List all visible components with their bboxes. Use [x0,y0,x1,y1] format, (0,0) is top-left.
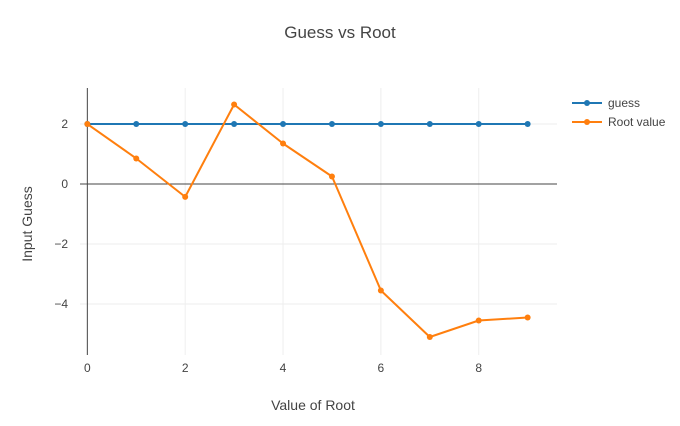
x-axis-title: Value of Root [271,397,355,413]
legend-swatch-marker [584,100,590,106]
y-tick-label: −2 [54,237,68,251]
data-point[interactable] [182,193,189,200]
data-point[interactable] [524,121,531,127]
data-point[interactable] [231,121,238,127]
x-tick-label: 2 [182,361,189,375]
plot-area [84,101,531,341]
series-0[interactable] [84,121,531,127]
x-tick-label: 8 [475,361,482,375]
y-tick-label: 2 [61,117,68,131]
y-axis-title: Input Guess [19,186,35,262]
legend-swatch-marker [584,119,590,125]
chart-title: Guess vs Root [284,23,396,42]
data-point[interactable] [524,314,531,321]
y-axis-ticks: −4 −2 0 2 [54,117,68,311]
legend-label: guess [608,96,640,110]
series-line[interactable] [86,103,528,338]
y-tick-label: −4 [54,297,68,311]
x-axis-ticks: 0 2 4 6 8 [84,361,482,375]
data-point[interactable] [133,155,140,162]
x-tick-label: 4 [280,361,287,375]
x-tick-label: 0 [84,361,91,375]
axes [80,88,557,355]
data-point[interactable] [328,121,335,127]
data-point[interactable] [280,140,287,147]
legend-label: Root value [608,115,666,129]
grid [80,88,557,355]
legend-item[interactable]: guess [572,96,640,110]
y-tick-label: 0 [61,177,68,191]
data-point[interactable] [377,287,384,294]
data-point[interactable] [182,121,189,127]
data-point[interactable] [426,334,433,340]
data-point[interactable] [426,121,433,127]
data-point[interactable] [475,121,482,127]
data-point[interactable] [84,121,91,127]
data-point[interactable] [133,121,140,127]
data-point[interactable] [475,317,482,324]
data-point[interactable] [328,173,335,180]
data-point[interactable] [231,101,238,108]
series-1[interactable] [84,101,531,341]
data-point[interactable] [377,121,384,127]
legend[interactable]: guess Root value [572,96,666,129]
x-tick-label: 6 [378,361,385,375]
data-point[interactable] [280,121,287,127]
legend-item[interactable]: Root value [572,115,666,129]
